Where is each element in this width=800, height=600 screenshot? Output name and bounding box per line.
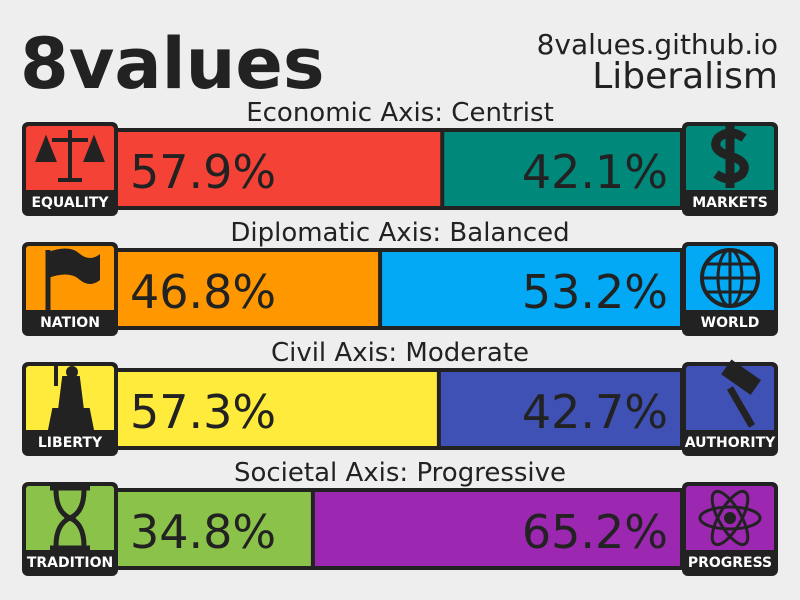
icon-glyph: [721, 359, 761, 428]
bar-right: [440, 372, 680, 446]
icon-strip: [686, 550, 774, 572]
bar-right: [382, 252, 680, 326]
icon: [50, 485, 90, 551]
icon-strip: [26, 430, 114, 452]
icon-glyph: [711, 126, 749, 188]
icon-glyph: [47, 366, 95, 432]
axis-label: Diplomatic Axis: Balanced: [230, 218, 569, 248]
title: 8values: [20, 23, 325, 105]
pole-label: TRADITION: [27, 555, 113, 571]
icon-glyph: [35, 130, 105, 182]
icon-glyph: [698, 489, 762, 547]
pole-label: WORLD: [701, 315, 760, 331]
left-value: 57.3%: [130, 385, 276, 439]
right-value: 42.7%: [522, 385, 668, 439]
pole-label: EQUALITY: [31, 195, 109, 211]
icon: [66, 366, 78, 378]
icon: [48, 248, 100, 284]
bar-left: [118, 492, 311, 566]
right-value: 42.1%: [522, 145, 668, 199]
icon: [724, 512, 736, 524]
axis-label: Societal Axis: Progressive: [234, 458, 566, 488]
left-value: 46.8%: [130, 265, 276, 319]
icon-strip: [26, 310, 114, 332]
icon-strip: [686, 190, 774, 212]
pole-label: PROGRESS: [688, 555, 772, 571]
axis-label: Civil Axis: Moderate: [271, 338, 529, 368]
icon: [721, 359, 761, 395]
bar-left: [118, 132, 441, 206]
left-value: 34.8%: [130, 505, 276, 559]
icon-strip: [686, 430, 774, 452]
icon: [698, 505, 762, 531]
icon-strip: [686, 310, 774, 332]
icon: [710, 489, 750, 547]
ideology: Liberalism: [592, 56, 778, 97]
bar-left: [118, 372, 437, 446]
site: 8values.github.io: [537, 28, 778, 61]
right-value: 53.2%: [522, 265, 668, 319]
icon: [47, 366, 95, 432]
icon: [710, 489, 750, 547]
icon-glyph: [45, 248, 100, 310]
bar-left: [118, 252, 379, 326]
icon: [726, 386, 756, 428]
pole-label: NATION: [40, 315, 100, 331]
left-value: 57.9%: [130, 145, 276, 199]
icon-strip: [26, 550, 114, 572]
icon-strip: [26, 190, 114, 212]
axis-label: Economic Axis: Centrist: [246, 98, 554, 128]
pole-label: MARKETS: [692, 195, 768, 211]
bar-right: [444, 132, 680, 206]
icon-glyph: [700, 248, 760, 308]
right-value: 65.2%: [522, 505, 668, 559]
icon-glyph: [50, 485, 90, 551]
bar-right: [314, 492, 680, 566]
icon: [702, 250, 758, 306]
pole-label: LIBERTY: [38, 435, 103, 451]
pole-label: AUTHORITY: [685, 435, 776, 451]
icon: [711, 126, 749, 188]
icon: [35, 130, 105, 182]
